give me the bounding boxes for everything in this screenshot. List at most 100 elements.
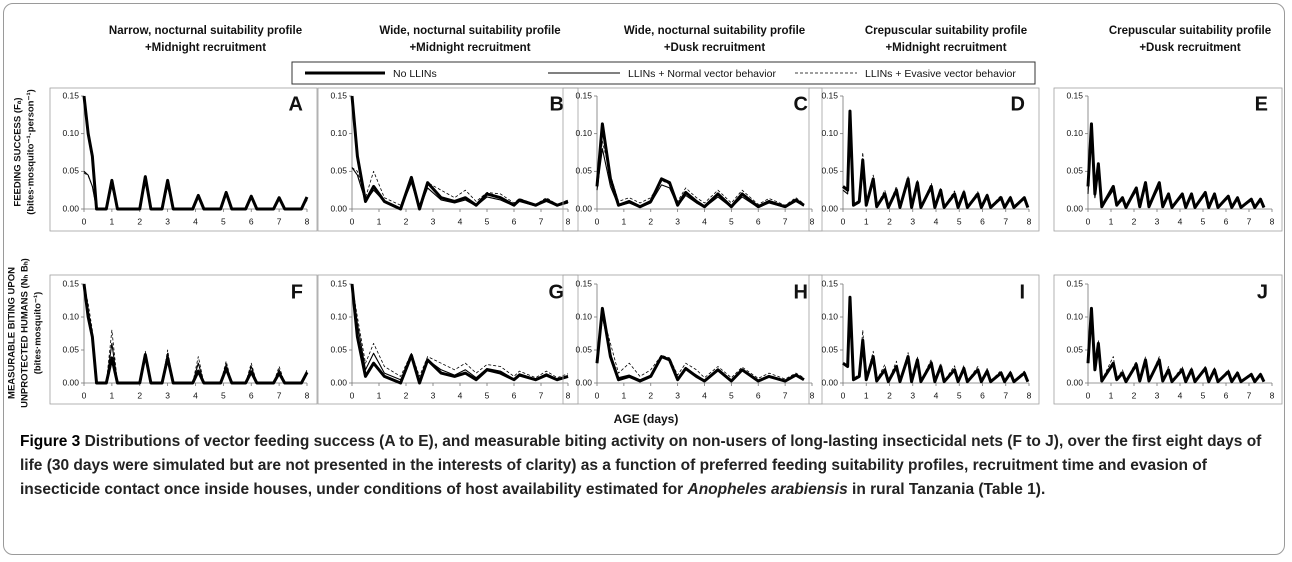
x-tick-label: 5	[221, 216, 226, 226]
x-tick-label: 2	[137, 216, 142, 226]
panel: Crepuscular suitability profile +Midnight…	[808, 25, 1040, 232]
panel: 0.00 0.05 0.10 0.15 0 1 2 3 4 5 6 7 8 F	[49, 274, 318, 405]
data-line	[351, 283, 569, 379]
y-tick-label: 0.15	[1066, 278, 1083, 288]
x-tick-label: 0	[841, 390, 846, 400]
panel-subtitle: +Midnight recruitment	[409, 42, 530, 54]
x-tick-label: 5	[957, 216, 962, 226]
panel-subtitle: +Dusk recruitment	[664, 42, 765, 54]
x-tick-label: 1	[377, 216, 382, 226]
x-tick-label: 0	[595, 390, 600, 400]
x-tick-label: 3	[675, 390, 680, 400]
x-tick-label: 3	[675, 216, 680, 226]
panel-subtitle: +Dusk recruitment	[1139, 42, 1240, 54]
x-tick-label: 6	[1224, 216, 1229, 226]
caption-text: Distributions of vector feeding success …	[20, 433, 1262, 498]
x-tick-label: 6	[1224, 390, 1229, 400]
panel-frame	[808, 87, 1040, 232]
x-tick-label: 8	[1027, 390, 1032, 400]
x-tick-label: 8	[810, 390, 815, 400]
x-tick-label: 7	[783, 216, 788, 226]
data-line	[596, 140, 805, 206]
x-tick-label: 4	[458, 216, 463, 226]
panel: Narrow, nocturnal suitability profile +Mi…	[49, 25, 318, 232]
panel-subtitle: +Midnight recruitment	[145, 42, 266, 54]
data-line	[595, 306, 805, 383]
x-tick-label: 5	[957, 390, 962, 400]
x-tick-label: 8	[810, 216, 815, 226]
data-line	[1087, 308, 1265, 382]
x-tick-label: 4	[1178, 216, 1183, 226]
x-tick-label: 3	[910, 216, 915, 226]
x-tick-label: 4	[458, 390, 463, 400]
x-tick-label: 0	[82, 390, 87, 400]
x-tick-label: 4	[193, 216, 198, 226]
y-tick-label: 0.00	[330, 377, 347, 387]
panel-letter: G	[548, 281, 564, 303]
x-tick-label: 6	[756, 216, 761, 226]
x-tick-label: 0	[595, 216, 600, 226]
data-line	[842, 296, 1029, 382]
figure: AGE (days) FEEDING SUCCESS (Fₐ) (bites·m…	[7, 25, 1283, 426]
panel-frame	[317, 87, 579, 232]
panel: Wide, nocturnal suitability profile +Dusk…	[562, 25, 823, 232]
x-tick-label: 3	[165, 390, 170, 400]
row-label-line: UNPROTECTED HUMANS (Nₕ Bₕ)	[20, 258, 31, 408]
caption-species: Anopheles arabiensis	[687, 481, 848, 498]
panel-title: Wide, nocturnal suitability profile	[379, 25, 560, 37]
x-tick-label: 4	[934, 390, 939, 400]
x-tick-label: 8	[305, 216, 310, 226]
panel-letter: I	[1019, 281, 1025, 303]
x-axis-label: AGE (days)	[614, 412, 679, 426]
panel-frame	[1053, 87, 1283, 232]
data-line	[351, 283, 569, 381]
x-tick-label: 3	[910, 390, 915, 400]
data-line	[83, 283, 308, 384]
x-tick-label: 0	[841, 216, 846, 226]
x-tick-label: 7	[277, 216, 282, 226]
panel-frame	[562, 87, 823, 232]
y-tick-label: 0.05	[1066, 344, 1083, 354]
panel-letter: E	[1255, 93, 1268, 115]
panel-title: Wide, nocturnal suitability profile	[624, 25, 805, 37]
x-tick-label: 0	[350, 390, 355, 400]
x-tick-label: 5	[485, 390, 490, 400]
y-tick-label: 0.05	[575, 166, 592, 176]
panel-frame	[1053, 274, 1283, 405]
panel-title: Narrow, nocturnal suitability profile	[109, 25, 302, 37]
data-line	[842, 295, 1030, 384]
y-tick-label: 0.15	[821, 90, 838, 100]
panel-frame	[562, 274, 823, 405]
x-tick-label: 7	[539, 390, 544, 400]
y-tick-label: 0.10	[575, 128, 592, 138]
x-tick-label: 2	[404, 390, 409, 400]
x-tick-label: 2	[137, 390, 142, 400]
x-tick-label: 2	[1132, 390, 1137, 400]
x-tick-label: 0	[1086, 216, 1091, 226]
x-tick-label: 3	[431, 216, 436, 226]
x-tick-label: 3	[165, 216, 170, 226]
y-tick-label: 0.00	[1066, 203, 1083, 213]
x-tick-label: 8	[566, 390, 571, 400]
panel-frame	[49, 87, 318, 232]
legend-label: LLINs + Normal vector behavior	[628, 68, 776, 80]
y-tick-label: 0.05	[821, 166, 838, 176]
x-tick-label: 1	[622, 390, 627, 400]
x-tick-label: 1	[1109, 390, 1114, 400]
caption-tail: in rural Tanzania (Table 1).	[847, 481, 1046, 498]
x-tick-label: 7	[783, 390, 788, 400]
y-tick-label: 0.00	[62, 377, 79, 387]
y-tick-label: 0.05	[821, 344, 838, 354]
figure-frame	[3, 3, 1285, 555]
panel-frame	[49, 274, 318, 405]
y-tick-label: 0.10	[330, 311, 347, 321]
x-tick-label: 6	[980, 390, 985, 400]
data-line	[842, 114, 1029, 208]
y-tick-label: 0.05	[575, 344, 592, 354]
y-tick-label: 0.00	[575, 377, 592, 387]
x-tick-label: 2	[404, 216, 409, 226]
x-tick-label: 5	[1201, 390, 1206, 400]
x-tick-label: 4	[702, 216, 707, 226]
data-line	[82, 95, 309, 211]
